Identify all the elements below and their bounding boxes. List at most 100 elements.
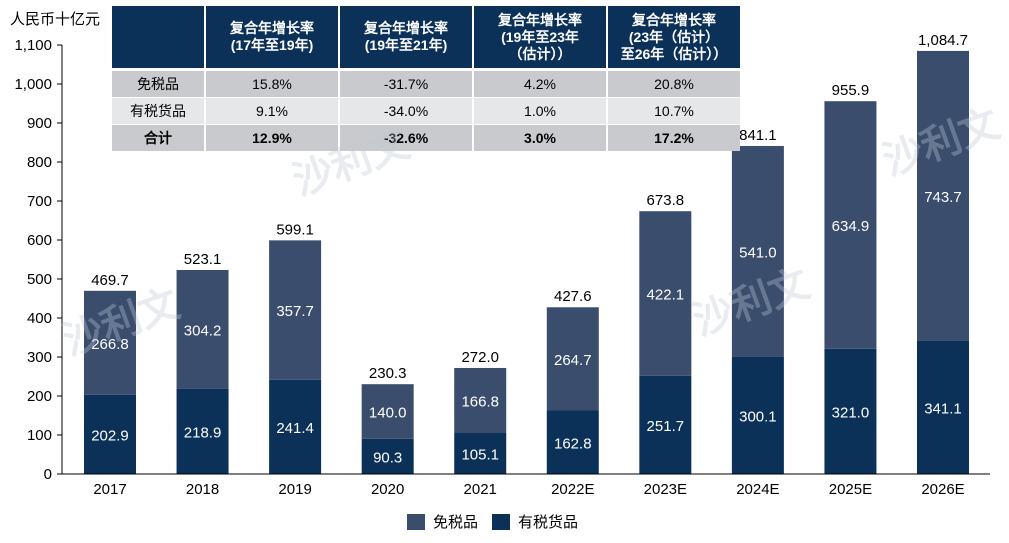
y-tick-label: 1,000	[14, 76, 52, 93]
bar-segment-label: 266.8	[91, 336, 129, 353]
bar-segment-label: 218.9	[184, 424, 222, 441]
cagr-header-23e-26e: 复合年增长率 (23年（估计） 至26年（估计））	[608, 6, 740, 68]
bar-segment-label: 341.1	[924, 400, 962, 417]
cagr-row-label: 合计	[112, 124, 204, 151]
cagr-table-header-row: 复合年增长率 (17年至19年) 复合年增长率 (19年至21年) 复合年增长率 (1…	[112, 6, 740, 68]
bar-segment-taxed-goods	[546, 410, 599, 474]
bar-segment-label: 251.7	[647, 418, 685, 435]
x-tick-label: 2022E	[551, 481, 594, 498]
bar-segment-duty-free	[639, 211, 692, 376]
cagr-header-17-19: 复合年增长率 (17年至19年)	[206, 6, 338, 68]
x-tick-label: 2021	[464, 481, 497, 498]
cagr-cell: 20.8%	[608, 68, 740, 97]
y-tick-label: 300	[27, 349, 52, 366]
bar-segment-duty-free	[84, 290, 136, 395]
bar-total-label: 523.1	[184, 251, 222, 268]
bar-segment-label: 304.2	[184, 322, 222, 339]
bar-segment-duty-free	[361, 384, 414, 439]
y-tick-label: 200	[27, 388, 52, 405]
cagr-cell: -34.0%	[340, 97, 472, 124]
x-tick-label: 2023E	[644, 481, 687, 498]
bar-total-label: 1,084.7	[918, 32, 968, 49]
x-tick-label: 2025E	[829, 481, 872, 498]
cagr-header-19-23e: 复合年增长率 (19年至23年 （估计））	[474, 6, 606, 68]
y-tick-label: 0	[44, 466, 52, 483]
y-tick-label: 700	[27, 193, 52, 210]
bar-total-label: 955.9	[832, 82, 870, 99]
bar-segment-duty-free	[824, 101, 877, 349]
bar-segment-label: 162.8	[554, 435, 592, 452]
x-tick-label: 2020	[371, 481, 404, 498]
bar-segment-label: 90.3	[373, 449, 402, 466]
bar-segment-label: 634.9	[832, 218, 870, 235]
legend-swatch-duty-free	[407, 513, 425, 530]
bar-segment-taxed-goods	[639, 375, 692, 474]
y-tick-label: 500	[27, 271, 52, 288]
bar-segment-duty-free	[269, 240, 322, 380]
bar-segment-label: 264.7	[554, 352, 592, 369]
bar-total-label: 841.1	[739, 127, 777, 144]
bar-segment-label: 166.8	[461, 393, 499, 410]
bar-segment-label: 541.0	[739, 244, 777, 261]
bar-total-label: 230.3	[369, 365, 407, 382]
legend-item-duty-free: 免税品	[407, 511, 478, 532]
cagr-row-taxed-goods: 有税货品 9.1% -34.0% 1.0% 10.7%	[112, 97, 740, 124]
bar-segment-taxed-goods	[454, 433, 507, 474]
cagr-cell: -32.6%	[340, 124, 472, 151]
y-tick-label: 1,100	[14, 37, 52, 54]
cagr-cell: -31.7%	[340, 68, 472, 97]
y-tick-label: 100	[27, 427, 52, 444]
bar-total-label: 469.7	[91, 272, 129, 289]
bar-segment-label: 105.1	[461, 447, 499, 464]
bar-segment-taxed-goods	[731, 356, 784, 474]
bar-segment-taxed-goods	[176, 388, 229, 474]
bar-segment-label: 202.9	[91, 427, 129, 444]
legend-swatch-taxed-goods	[492, 513, 511, 530]
cagr-header-19-21: 复合年增长率 (19年至21年)	[340, 6, 472, 68]
y-axis: 0 100 200 300 400 500 600 700 800 900 1,000 1,100	[14, 37, 63, 483]
y-axis-unit-label: 人民币十亿元	[10, 11, 101, 28]
bars: 202.9 266.8 469.7 218.9 304.2 523.1 241.4 357.7…	[84, 32, 969, 474]
x-tick-label: 2017	[93, 481, 126, 498]
bar-segment-taxed-goods	[84, 394, 136, 474]
bar-segment-label: 241.4	[276, 420, 314, 437]
legend-item-taxed-goods: 有税货品	[492, 511, 578, 532]
bar-segment-label: 140.0	[369, 404, 407, 421]
cagr-row-duty-free: 免税品 15.8% -31.7% 4.2% 20.8%	[112, 68, 740, 97]
x-axis: 2017 2018 2019 2020 2021 2022E 2023E 2024E 2025E…	[62, 473, 990, 498]
cagr-cell: 4.2%	[474, 68, 606, 97]
bar-segment-duty-free	[731, 145, 784, 357]
bar-segment-taxed-goods	[269, 379, 322, 474]
bar-segment-label: 321.0	[832, 404, 870, 421]
bar-segment-label: 422.1	[647, 287, 685, 304]
bar-segment-label: 300.1	[739, 408, 777, 425]
cagr-cell: 9.1%	[206, 97, 338, 124]
bar-total-label: 272.0	[461, 349, 499, 366]
y-tick-label: 400	[27, 310, 52, 327]
bar-total-label: 599.1	[276, 221, 314, 238]
bar-total-label: 673.8	[647, 192, 685, 209]
x-tick-label: 2024E	[736, 481, 779, 498]
cagr-table: 复合年增长率 (17年至19年) 复合年增长率 (19年至21年) 复合年增长率 (1…	[110, 6, 742, 151]
cagr-cell: 12.9%	[206, 124, 338, 151]
bar-segment-label: 743.7	[924, 189, 962, 206]
x-tick-label: 2018	[186, 481, 219, 498]
chart-legend: 免税品 有税货品	[407, 511, 592, 532]
bar-segment-duty-free	[917, 50, 969, 341]
bar-segment-taxed-goods	[917, 340, 969, 474]
bar-segment-duty-free	[546, 307, 599, 411]
bar-segment-taxed-goods	[361, 438, 414, 474]
bar-total-label: 427.6	[554, 288, 592, 305]
cagr-header-blank	[112, 6, 204, 68]
legend-label: 免税品	[433, 514, 479, 531]
cagr-row-label: 有税货品	[112, 97, 204, 124]
y-tick-label: 600	[27, 232, 52, 249]
bar-segment-label: 357.7	[276, 303, 314, 320]
bar-segment-duty-free	[454, 367, 507, 434]
x-tick-label: 2019	[278, 481, 311, 498]
cagr-cell: 15.8%	[206, 68, 338, 97]
cagr-cell: 1.0%	[474, 97, 606, 124]
bar-segment-taxed-goods	[824, 348, 877, 474]
legend-label: 有税货品	[518, 514, 579, 531]
